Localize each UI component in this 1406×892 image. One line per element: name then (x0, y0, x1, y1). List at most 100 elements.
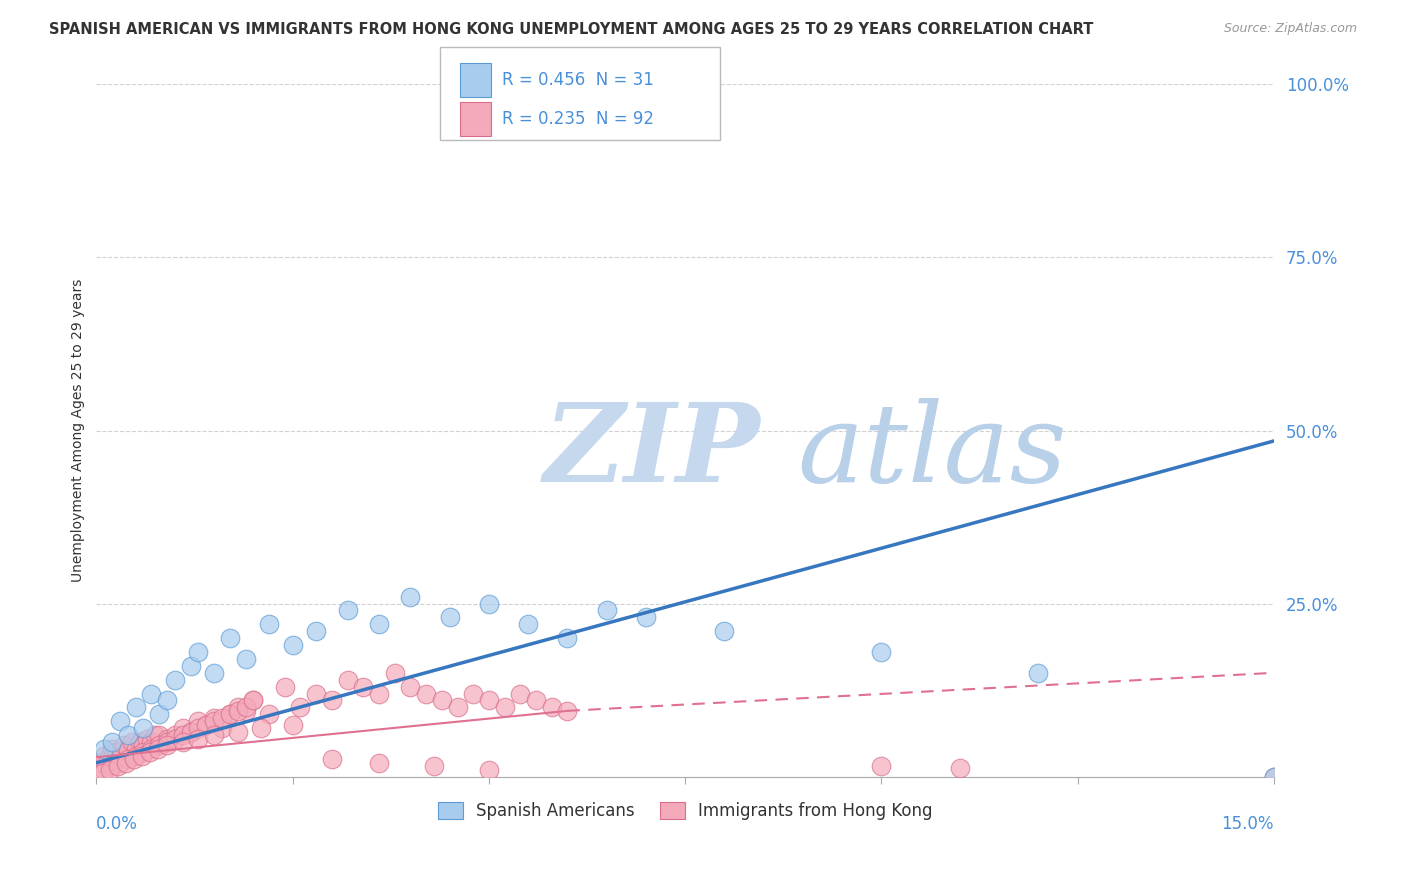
Point (634, 610, 657, 624)
Point (112, 739, 135, 753)
Point (430, 693, 453, 707)
Text: ZIP: ZIP (544, 398, 761, 505)
Point (352, 680, 374, 694)
Text: SPANISH AMERICAN VS IMMIGRANTS FROM HONG KONG UNEMPLOYMENT AMONG AGES 25 TO 29 Y: SPANISH AMERICAN VS IMMIGRANTS FROM HONG… (49, 22, 1094, 37)
Text: R = 0.456  N = 31: R = 0.456 N = 31 (502, 71, 654, 89)
Point (124, 742, 146, 756)
Point (478, 597, 501, 611)
Point (187, 645, 209, 659)
Point (138, 745, 160, 759)
Point (290, 700, 312, 714)
Point (156, 693, 179, 707)
Point (274, 680, 297, 694)
Point (211, 711, 233, 725)
Point (949, 761, 972, 775)
Point (187, 731, 209, 746)
Point (202, 714, 225, 729)
Point (141, 735, 163, 749)
Point (124, 700, 146, 714)
Point (368, 756, 391, 770)
Point (128, 735, 150, 749)
Point (143, 728, 166, 742)
Point (132, 739, 155, 753)
Point (226, 700, 249, 714)
Point (180, 658, 202, 673)
Point (141, 742, 163, 756)
Point (423, 759, 446, 773)
Point (89, 756, 111, 770)
Point (557, 704, 579, 718)
Point (540, 700, 562, 714)
Point (321, 752, 343, 766)
Point (281, 717, 304, 731)
Point (242, 693, 264, 707)
Point (439, 610, 461, 624)
Point (172, 735, 194, 749)
Point (336, 673, 359, 687)
Point (218, 707, 240, 722)
Point (121, 735, 143, 749)
Point (93, 748, 115, 763)
Point (305, 687, 328, 701)
Point (132, 721, 155, 735)
Point (156, 739, 179, 753)
Point (595, 603, 617, 617)
Point (93, 763, 115, 777)
Point (399, 590, 422, 604)
Point (336, 603, 359, 617)
Point (218, 707, 240, 722)
Point (211, 721, 233, 735)
Point (478, 693, 501, 707)
Point (148, 739, 170, 753)
Point (415, 687, 437, 701)
Point (202, 728, 225, 742)
Point (156, 731, 179, 746)
Point (132, 745, 155, 759)
Text: R = 0.235  N = 92: R = 0.235 N = 92 (502, 110, 654, 128)
Point (446, 700, 468, 714)
Legend: Spanish Americans, Immigrants from Hong Kong: Spanish Americans, Immigrants from Hong … (432, 796, 939, 827)
Point (1263, 770, 1285, 784)
Point (195, 717, 218, 731)
Point (136, 731, 159, 746)
Point (713, 624, 735, 639)
Point (122, 752, 145, 766)
Point (494, 700, 516, 714)
Point (463, 687, 485, 701)
Point (1263, 770, 1285, 784)
Point (202, 711, 225, 725)
Point (117, 728, 139, 742)
Point (180, 724, 202, 739)
Point (235, 652, 257, 666)
Point (235, 704, 257, 718)
Point (101, 735, 124, 749)
Point (163, 728, 186, 742)
Point (148, 707, 170, 722)
Point (107, 759, 129, 773)
Point (368, 687, 391, 701)
Point (870, 759, 893, 773)
Point (226, 704, 249, 718)
Point (187, 714, 209, 729)
Point (509, 687, 531, 701)
Point (91, 766, 114, 780)
Point (368, 617, 391, 632)
Y-axis label: Unemployment Among Ages 25 to 29 years: Unemployment Among Ages 25 to 29 years (72, 279, 86, 582)
Point (257, 617, 280, 632)
Point (384, 665, 406, 680)
Text: atlas: atlas (797, 398, 1067, 505)
Point (100, 763, 122, 777)
Point (226, 724, 249, 739)
Point (1028, 665, 1050, 680)
Point (172, 728, 194, 742)
Point (517, 617, 540, 632)
Point (321, 693, 343, 707)
Point (235, 700, 257, 714)
Point (163, 673, 186, 687)
Point (305, 624, 328, 639)
Point (141, 687, 163, 701)
Point (870, 645, 893, 659)
Point (187, 721, 209, 735)
Point (93, 742, 115, 756)
Point (104, 745, 127, 759)
